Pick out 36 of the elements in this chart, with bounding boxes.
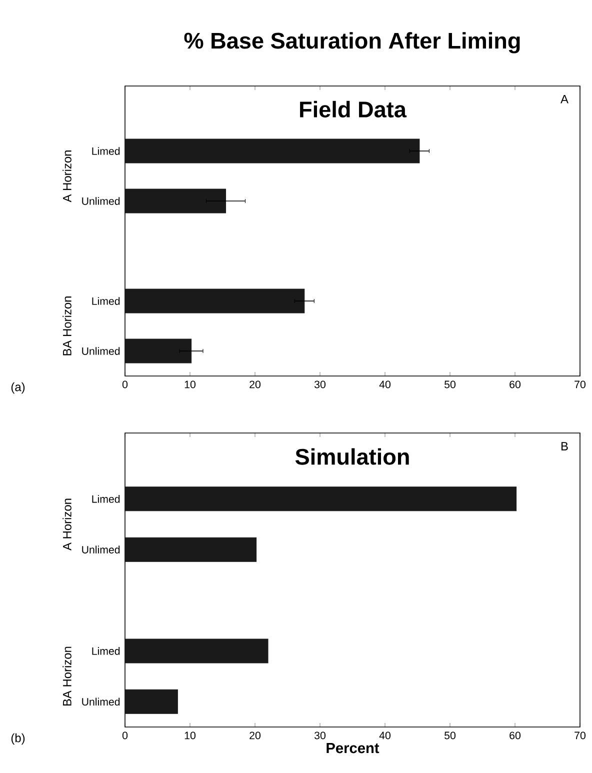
x-tick-label: 70: [574, 732, 586, 740]
y-tick-label: Unlimed: [82, 347, 120, 355]
x-tick-label: 20: [250, 380, 260, 388]
text: Field Data: [300, 100, 407, 118]
y-tick-label: Limed: [92, 647, 120, 655]
annotation: B: [561, 442, 568, 450]
x-tick-label: 30: [314, 732, 326, 740]
chart-title: % Base Saturation After Liming: [184, 32, 520, 54]
annotation: A: [560, 95, 568, 104]
x-tick-label: 50: [444, 380, 456, 388]
x-tick-label: 40: [379, 380, 390, 388]
x-tick-label: 0: [122, 380, 128, 388]
text: A Horizon: [62, 498, 72, 550]
x-tick-label: 30: [314, 380, 326, 388]
text: Simulation: [295, 448, 409, 465]
x-tick-label: 0: [122, 732, 128, 740]
x-axis-title: Percent: [326, 743, 380, 754]
text: BA Horizon: [62, 296, 72, 356]
x-tick-label: 50: [444, 732, 456, 740]
y-tick-label: Unlimed: [82, 197, 120, 205]
x-tick-label: 20: [250, 732, 260, 740]
text: (b): [11, 733, 25, 745]
y-tick-label: Unlimed: [82, 698, 120, 706]
y-tick-label: Limed: [92, 147, 120, 155]
x-tick-label: 60: [510, 732, 520, 740]
text: A Horizon: [62, 150, 72, 202]
x-tick-label: 40: [379, 732, 390, 740]
text: BA Horizon: [62, 646, 72, 706]
x-tick-label: 70: [574, 380, 586, 388]
x-tick-label: 60: [510, 380, 520, 388]
y-tick-label: Limed: [92, 297, 120, 305]
x-tick-label: 10: [184, 732, 196, 740]
text: (a): [11, 382, 25, 394]
y-tick-label: Unlimed: [82, 546, 120, 554]
x-tick-label: 10: [184, 380, 196, 388]
y-tick-label: Limed: [92, 494, 120, 503]
